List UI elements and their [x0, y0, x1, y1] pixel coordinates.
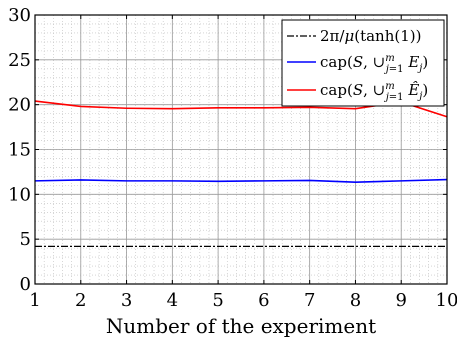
x-tick-label: 3 [121, 290, 132, 311]
x-tick-label: 10 [436, 290, 457, 311]
x-tick-label: 1 [29, 290, 40, 311]
x-tick-label: 5 [212, 290, 223, 311]
legend-label-threshold: 2π/μ(tanh(1)) [320, 27, 421, 45]
x-tick-label: 8 [350, 290, 361, 311]
axis-ticks: 1 2 3 4 5 6 7 8 9 10 0 5 10 15 20 25 30 [8, 5, 457, 311]
x-tick-label: 2 [75, 290, 86, 311]
x-tick-label: 4 [167, 290, 178, 311]
y-tick-label: 20 [8, 95, 31, 116]
y-tick-label: 10 [8, 184, 31, 205]
y-tick-label: 0 [20, 274, 31, 295]
y-tick-label: 15 [8, 140, 31, 161]
y-tick-label: 25 [8, 50, 31, 71]
x-tick-label: 7 [304, 290, 315, 311]
legend-entry-threshold: 2π/μ(tanh(1)) [287, 27, 421, 45]
y-tick-label: 30 [8, 5, 31, 26]
series-lines [34, 100, 448, 247]
series-line-1 [34, 178, 448, 184]
legend-box [281, 19, 445, 107]
legend: 2π/μ(tanh(1)) cap(S, ∪m j=1 Ej) cap(S, ∪m… [281, 19, 445, 107]
x-axis-label: Number of the experiment [106, 314, 376, 338]
x-tick-label: 6 [258, 290, 269, 311]
x-tick-label: 9 [395, 290, 406, 311]
y-tick-label: 5 [20, 229, 31, 250]
